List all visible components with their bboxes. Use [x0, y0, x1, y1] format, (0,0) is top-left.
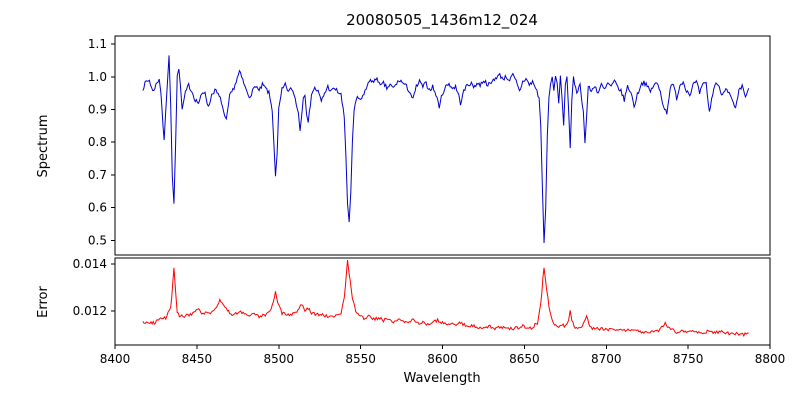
error-axes-box	[114, 257, 771, 346]
x-tick-label: 8800	[755, 352, 786, 366]
spectrum-line	[142, 55, 750, 244]
x-tick-label: 8600	[427, 352, 458, 366]
spectrum-y-tick-label: 0.8	[88, 135, 107, 149]
x-axis-ticks: 8400 8450 8500 8550 8600 8650 8700 8750 8800	[100, 345, 786, 366]
spectrum-y-tick-label: 0.5	[88, 233, 107, 247]
x-tick-label: 8750	[673, 352, 704, 366]
spectrum-y-tick-label: 1.0	[88, 70, 107, 84]
error-y-tick-label: 0.012	[73, 304, 107, 318]
x-tick-label: 8500	[263, 352, 294, 366]
spectrum-panel: 0.5 0.6 0.7 0.8 0.9 1.0 1.1	[88, 35, 771, 256]
error-panel: 0.012 0.014	[73, 257, 771, 346]
spectrum-axes-box	[114, 35, 771, 256]
spectrum-y-tick-label: 0.7	[88, 168, 107, 182]
error-line	[142, 259, 749, 338]
chart-title: 20080505_1436m12_024	[346, 11, 538, 30]
spectrum-y-tick-label: 0.9	[88, 103, 107, 117]
x-tick-label: 8550	[345, 352, 376, 366]
x-tick-label: 8650	[509, 352, 540, 366]
spectrum-y-tick-label: 0.6	[88, 201, 107, 215]
x-tick-label: 8450	[182, 352, 213, 366]
spectrum-axis-label: Spectrum	[36, 115, 51, 178]
error-axis-label: Error	[36, 286, 51, 318]
x-tick-label: 8700	[591, 352, 622, 366]
x-axis-label: Wavelength	[403, 371, 480, 386]
x-tick-label: 8400	[100, 352, 131, 366]
error-y-tick-label: 0.014	[73, 257, 107, 271]
spectrum-y-tick-label: 1.1	[88, 37, 107, 51]
